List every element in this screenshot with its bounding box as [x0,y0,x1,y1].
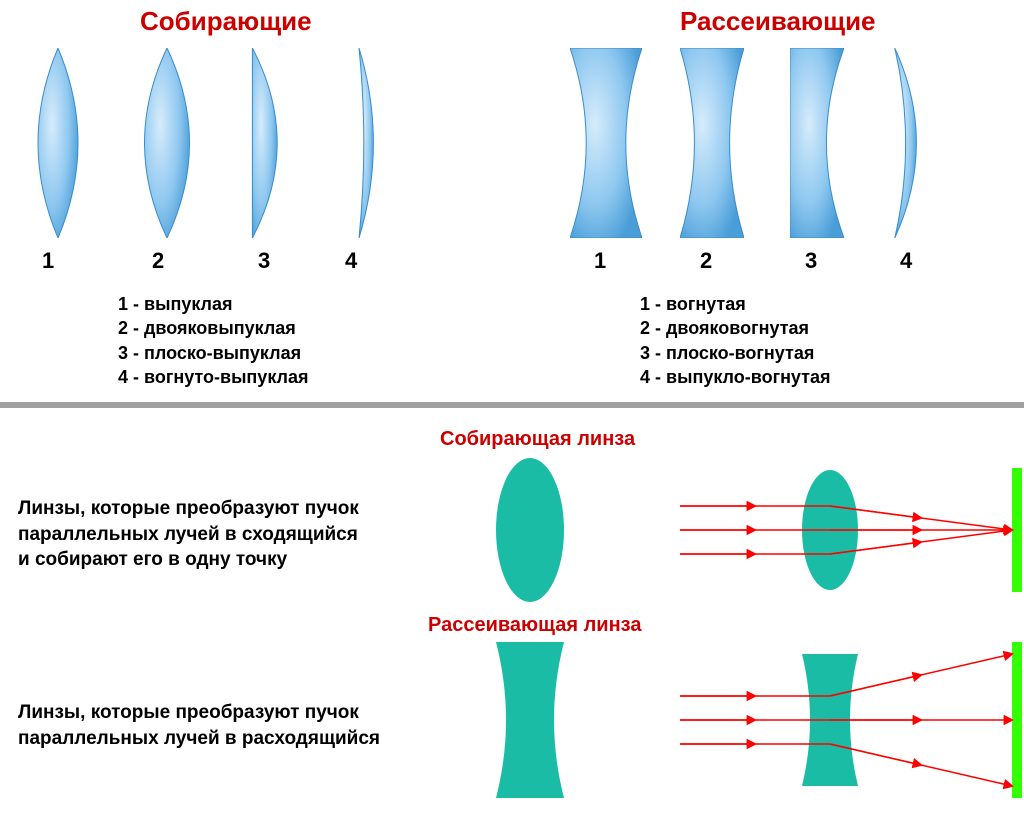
converging-subtitle: Собирающая линза [440,428,635,451]
ray-diagram [680,640,1016,800]
lens-number: 4 [900,248,912,274]
lens-number: 1 [594,248,606,274]
lens-number: 4 [345,248,357,274]
lens-planoconvex [240,48,302,238]
divider [0,402,1024,408]
lens-number: 3 [805,248,817,274]
lens-biconcave [570,48,642,238]
right-legend: 1 - вогнутая2 - двояковогнутая3 - плоско… [640,292,831,389]
converging-lens-icon [496,458,564,602]
lens-number: 3 [258,248,270,274]
lens-biconcave [680,48,744,238]
diverging-desc: Линзы, которые преобразуют пучокпараллел… [18,700,380,751]
lens-biconvex [18,48,98,238]
lens-meniscus_pos [335,48,383,238]
lens-planoconcave [790,48,844,238]
converging-desc: Линзы, которые преобразуют пучокпараллел… [18,496,359,573]
lens-number: 1 [42,248,54,274]
lens-meniscus_neg [890,48,938,238]
left-title: Собирающие [140,6,312,37]
ray-diagram [680,460,1016,600]
left-legend: 1 - выпуклая2 - двояковыпуклая3 - плоско… [118,292,309,389]
lens-number: 2 [700,248,712,274]
lens-biconvex [122,48,212,238]
diverging-subtitle: Рассеивающая линза [428,614,641,637]
lens-number: 2 [152,248,164,274]
right-title: Рассеивающие [680,6,876,37]
diverging-lens-icon [496,642,564,798]
